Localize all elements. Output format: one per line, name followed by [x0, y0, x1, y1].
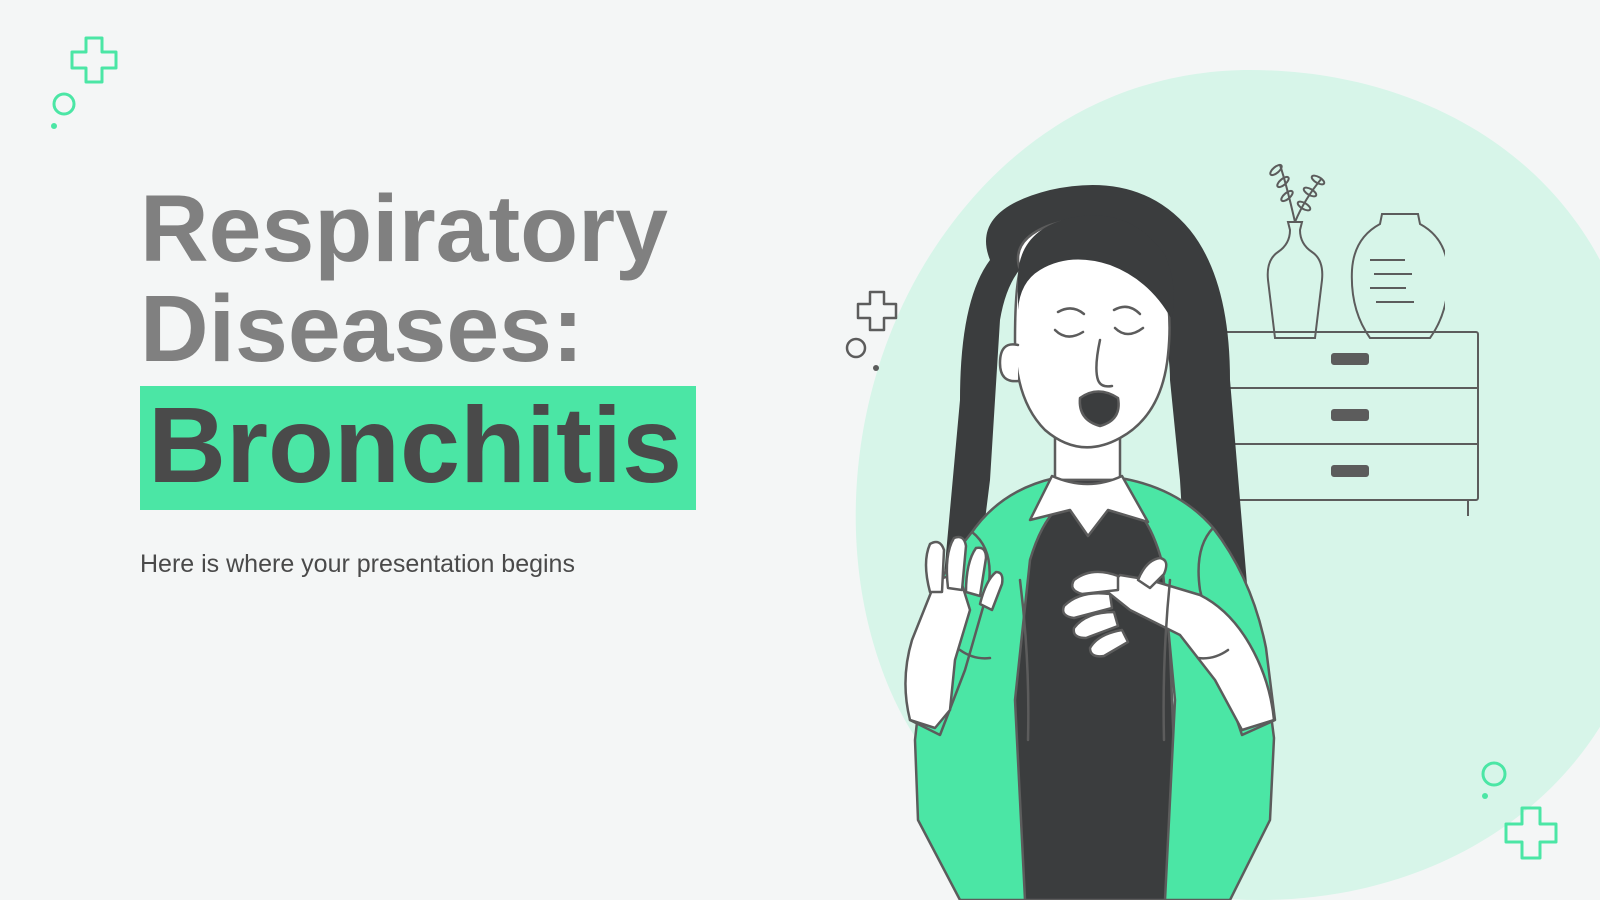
- title-line-2: Diseases:: [140, 280, 740, 380]
- title-line-1: Respiratory: [140, 180, 740, 280]
- slide-container: Respiratory Diseases: Bronchitis Here is…: [0, 0, 1600, 900]
- cross-icon: [50, 36, 130, 136]
- cross-icon: [1480, 760, 1570, 870]
- person-illustration: [870, 180, 1290, 900]
- subtitle: Here is where your presentation begins: [140, 550, 740, 579]
- title-highlight: Bronchitis: [140, 386, 696, 511]
- text-block: Respiratory Diseases: Bronchitis Here is…: [140, 180, 740, 579]
